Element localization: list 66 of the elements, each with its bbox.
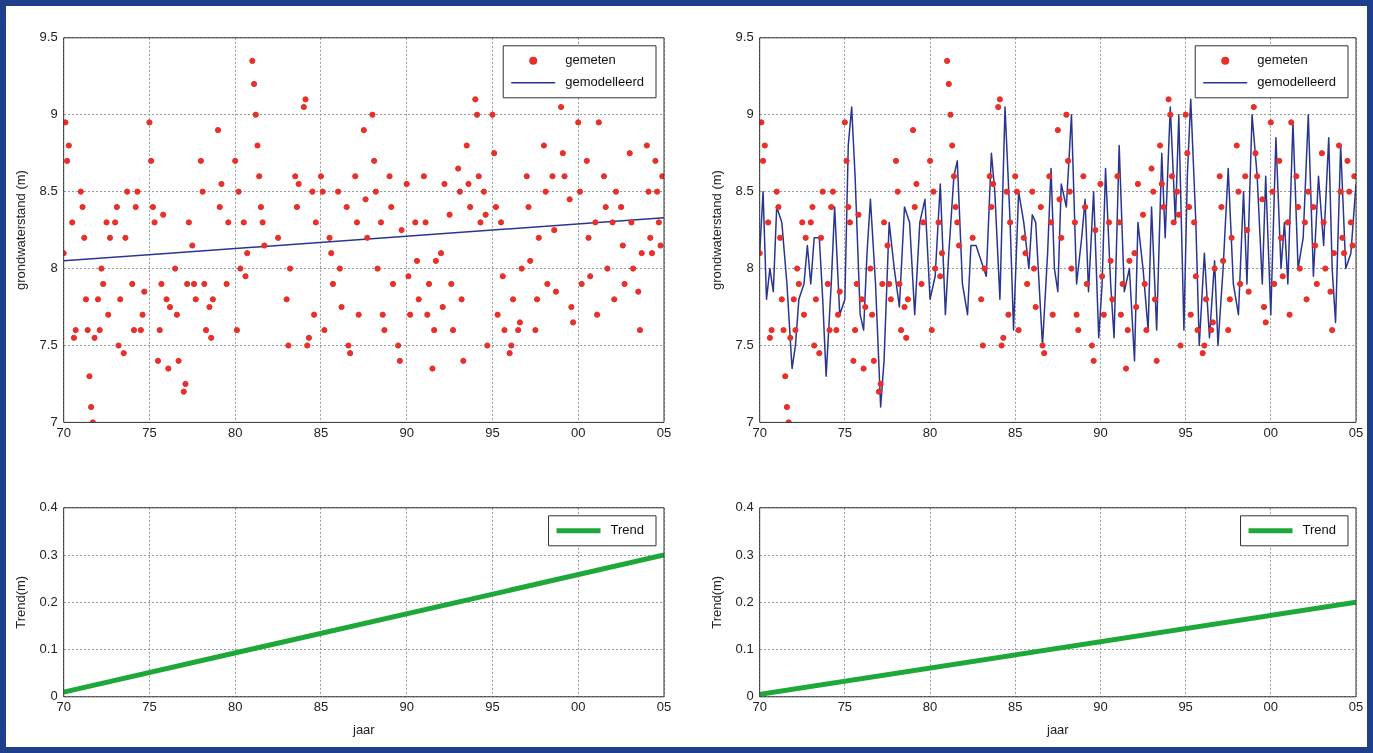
y-tick-label: 7: [50, 413, 58, 429]
x-axis-title: jaar: [1045, 721, 1070, 737]
y-tick-label: 7.5: [735, 337, 754, 353]
legend-label: gemodelleerd: [565, 74, 645, 90]
y-tick-label: 8: [746, 260, 754, 276]
y-tick-label: 0.4: [735, 499, 754, 515]
x-tick-label: 05: [656, 424, 672, 440]
y-tick-label: 0.3: [39, 546, 58, 562]
x-tick-label: 85: [313, 699, 329, 715]
y-tick-label: 9: [50, 106, 58, 122]
y-tick-label: 0: [50, 688, 58, 704]
x-tick-label: 85: [1008, 424, 1023, 440]
y-tick-label: 0.4: [39, 499, 58, 515]
y-tick-label: 0: [746, 688, 754, 704]
y-axis-title: Trend(m): [13, 575, 29, 629]
y-tick-label: 9: [746, 106, 754, 122]
x-tick-label: 90: [1093, 699, 1108, 715]
x-tick-label: 95: [485, 699, 500, 715]
x-tick-label: 00: [571, 699, 586, 715]
x-tick-label: 00: [1263, 699, 1279, 715]
legend-label: gemeten: [1257, 52, 1308, 68]
y-tick-label: 0.2: [39, 593, 58, 609]
x-tick-label: 90: [1093, 424, 1108, 440]
y-tick-label: 7: [746, 413, 754, 429]
x-tick-label: 75: [142, 424, 157, 440]
x-tick-label: 90: [399, 699, 414, 715]
x-tick-label: 00: [1263, 424, 1279, 440]
y-tick-label: 8.5: [39, 183, 58, 199]
x-tick-label: 85: [313, 424, 329, 440]
y-tick-label: 9.5: [735, 29, 754, 45]
x-tick-label: 70: [56, 699, 71, 715]
y-tick-label: 7.5: [39, 337, 58, 353]
y-tick-label: 8.5: [735, 183, 754, 199]
x-tick-label: 80: [227, 424, 243, 440]
x-tick-label: 70: [752, 699, 767, 715]
legend-label: gemodelleerd: [1257, 74, 1337, 90]
x-tick-label: 05: [656, 699, 672, 715]
x-tick-label: 75: [837, 699, 853, 715]
legend-label: Trend: [610, 522, 645, 538]
y-tick-label: 8: [50, 260, 58, 276]
x-tick-label: 70: [752, 424, 767, 440]
x-tick-label: 90: [399, 424, 414, 440]
x-tick-label: 80: [227, 699, 243, 715]
x-tick-label: 05: [1348, 424, 1364, 440]
y-tick-label: 0.1: [39, 641, 58, 657]
x-tick-label: 80: [922, 699, 938, 715]
y-axis-title: Trend(m): [709, 575, 725, 629]
y-tick-label: 0.2: [735, 593, 754, 609]
legend-label: Trend: [1302, 522, 1337, 538]
x-tick-label: 00: [571, 424, 586, 440]
x-tick-label: 85: [1008, 699, 1023, 715]
y-tick-label: 0.1: [735, 641, 754, 657]
y-axis-title: grondwaterstand (m): [709, 170, 725, 291]
legend-label: gemeten: [565, 52, 616, 68]
y-tick-label: 0.3: [735, 546, 754, 562]
x-tick-label: 75: [142, 699, 157, 715]
y-tick-label: 9.5: [39, 29, 58, 45]
x-tick-label: 80: [922, 424, 938, 440]
x-axis-title: jaar: [351, 721, 376, 737]
y-axis-title: grondwaterstand (m): [13, 170, 29, 291]
x-tick-label: 05: [1348, 699, 1364, 715]
x-tick-label: 95: [485, 424, 500, 440]
x-tick-label: 70: [56, 424, 71, 440]
x-tick-label: 95: [1178, 424, 1193, 440]
x-tick-label: 75: [837, 424, 853, 440]
x-tick-label: 95: [1178, 699, 1193, 715]
